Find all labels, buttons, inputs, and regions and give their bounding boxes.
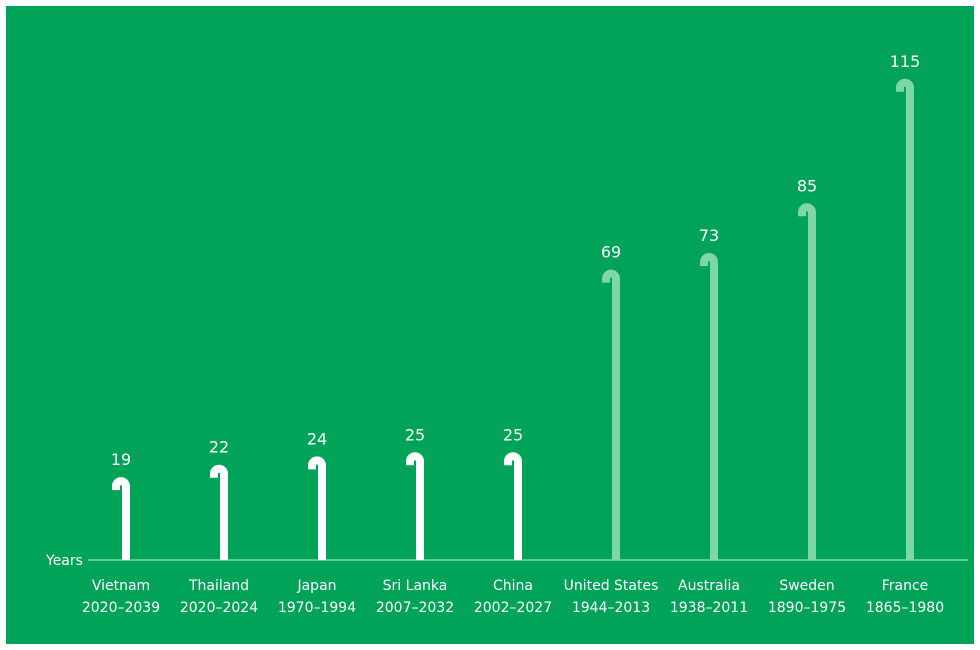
period-label-vietnam: 2020–2039 — [82, 600, 160, 616]
value-label-sweden: 85 — [797, 176, 817, 195]
category-label-sri-lanka: Sri Lanka — [383, 578, 448, 594]
value-label-australia: 73 — [699, 226, 719, 245]
y-axis-label: Years — [45, 553, 83, 569]
value-label-vietnam: 19 — [111, 450, 131, 469]
bar-china — [504, 452, 522, 560]
period-label-thailand: 2020–2024 — [180, 600, 258, 616]
bar-united-states — [602, 269, 620, 560]
value-label-japan: 24 — [307, 429, 327, 448]
value-label-united-states: 69 — [601, 243, 621, 262]
period-label-united-states: 1944–2013 — [572, 600, 650, 616]
period-label-sri-lanka: 2007–2032 — [376, 600, 454, 616]
period-label-sweden: 1890–1975 — [768, 600, 846, 616]
bar-france — [896, 78, 914, 560]
value-label-thailand: 22 — [209, 438, 229, 457]
value-label-france: 115 — [890, 52, 921, 71]
bar-vietnam — [112, 477, 130, 560]
bar-japan — [308, 456, 326, 560]
category-label-france: France — [882, 578, 929, 594]
category-label-thailand: Thailand — [188, 578, 249, 594]
category-label-japan: Japan — [296, 578, 336, 594]
period-label-france: 1865–1980 — [866, 600, 944, 616]
bars-group: 19 Vietnam 2020–2039 22 Thailand 2020–2024 24 J… — [82, 52, 944, 616]
category-label-sweden: Sweden — [779, 578, 834, 594]
value-label-sri-lanka: 25 — [405, 425, 425, 444]
bar-thailand — [210, 464, 228, 560]
period-label-australia: 1938–2011 — [670, 600, 748, 616]
period-label-china: 2002–2027 — [474, 600, 552, 616]
bar-sweden — [798, 203, 816, 560]
bar-australia — [700, 253, 718, 560]
category-label-united-states: United States — [564, 578, 659, 594]
category-label-australia: Australia — [678, 578, 740, 594]
category-label-vietnam: Vietnam — [92, 578, 150, 594]
period-label-japan: 1970–1994 — [278, 600, 356, 616]
category-label-china: China — [493, 578, 533, 594]
bar-sri-lanka — [406, 452, 424, 560]
value-label-china: 25 — [503, 425, 523, 444]
